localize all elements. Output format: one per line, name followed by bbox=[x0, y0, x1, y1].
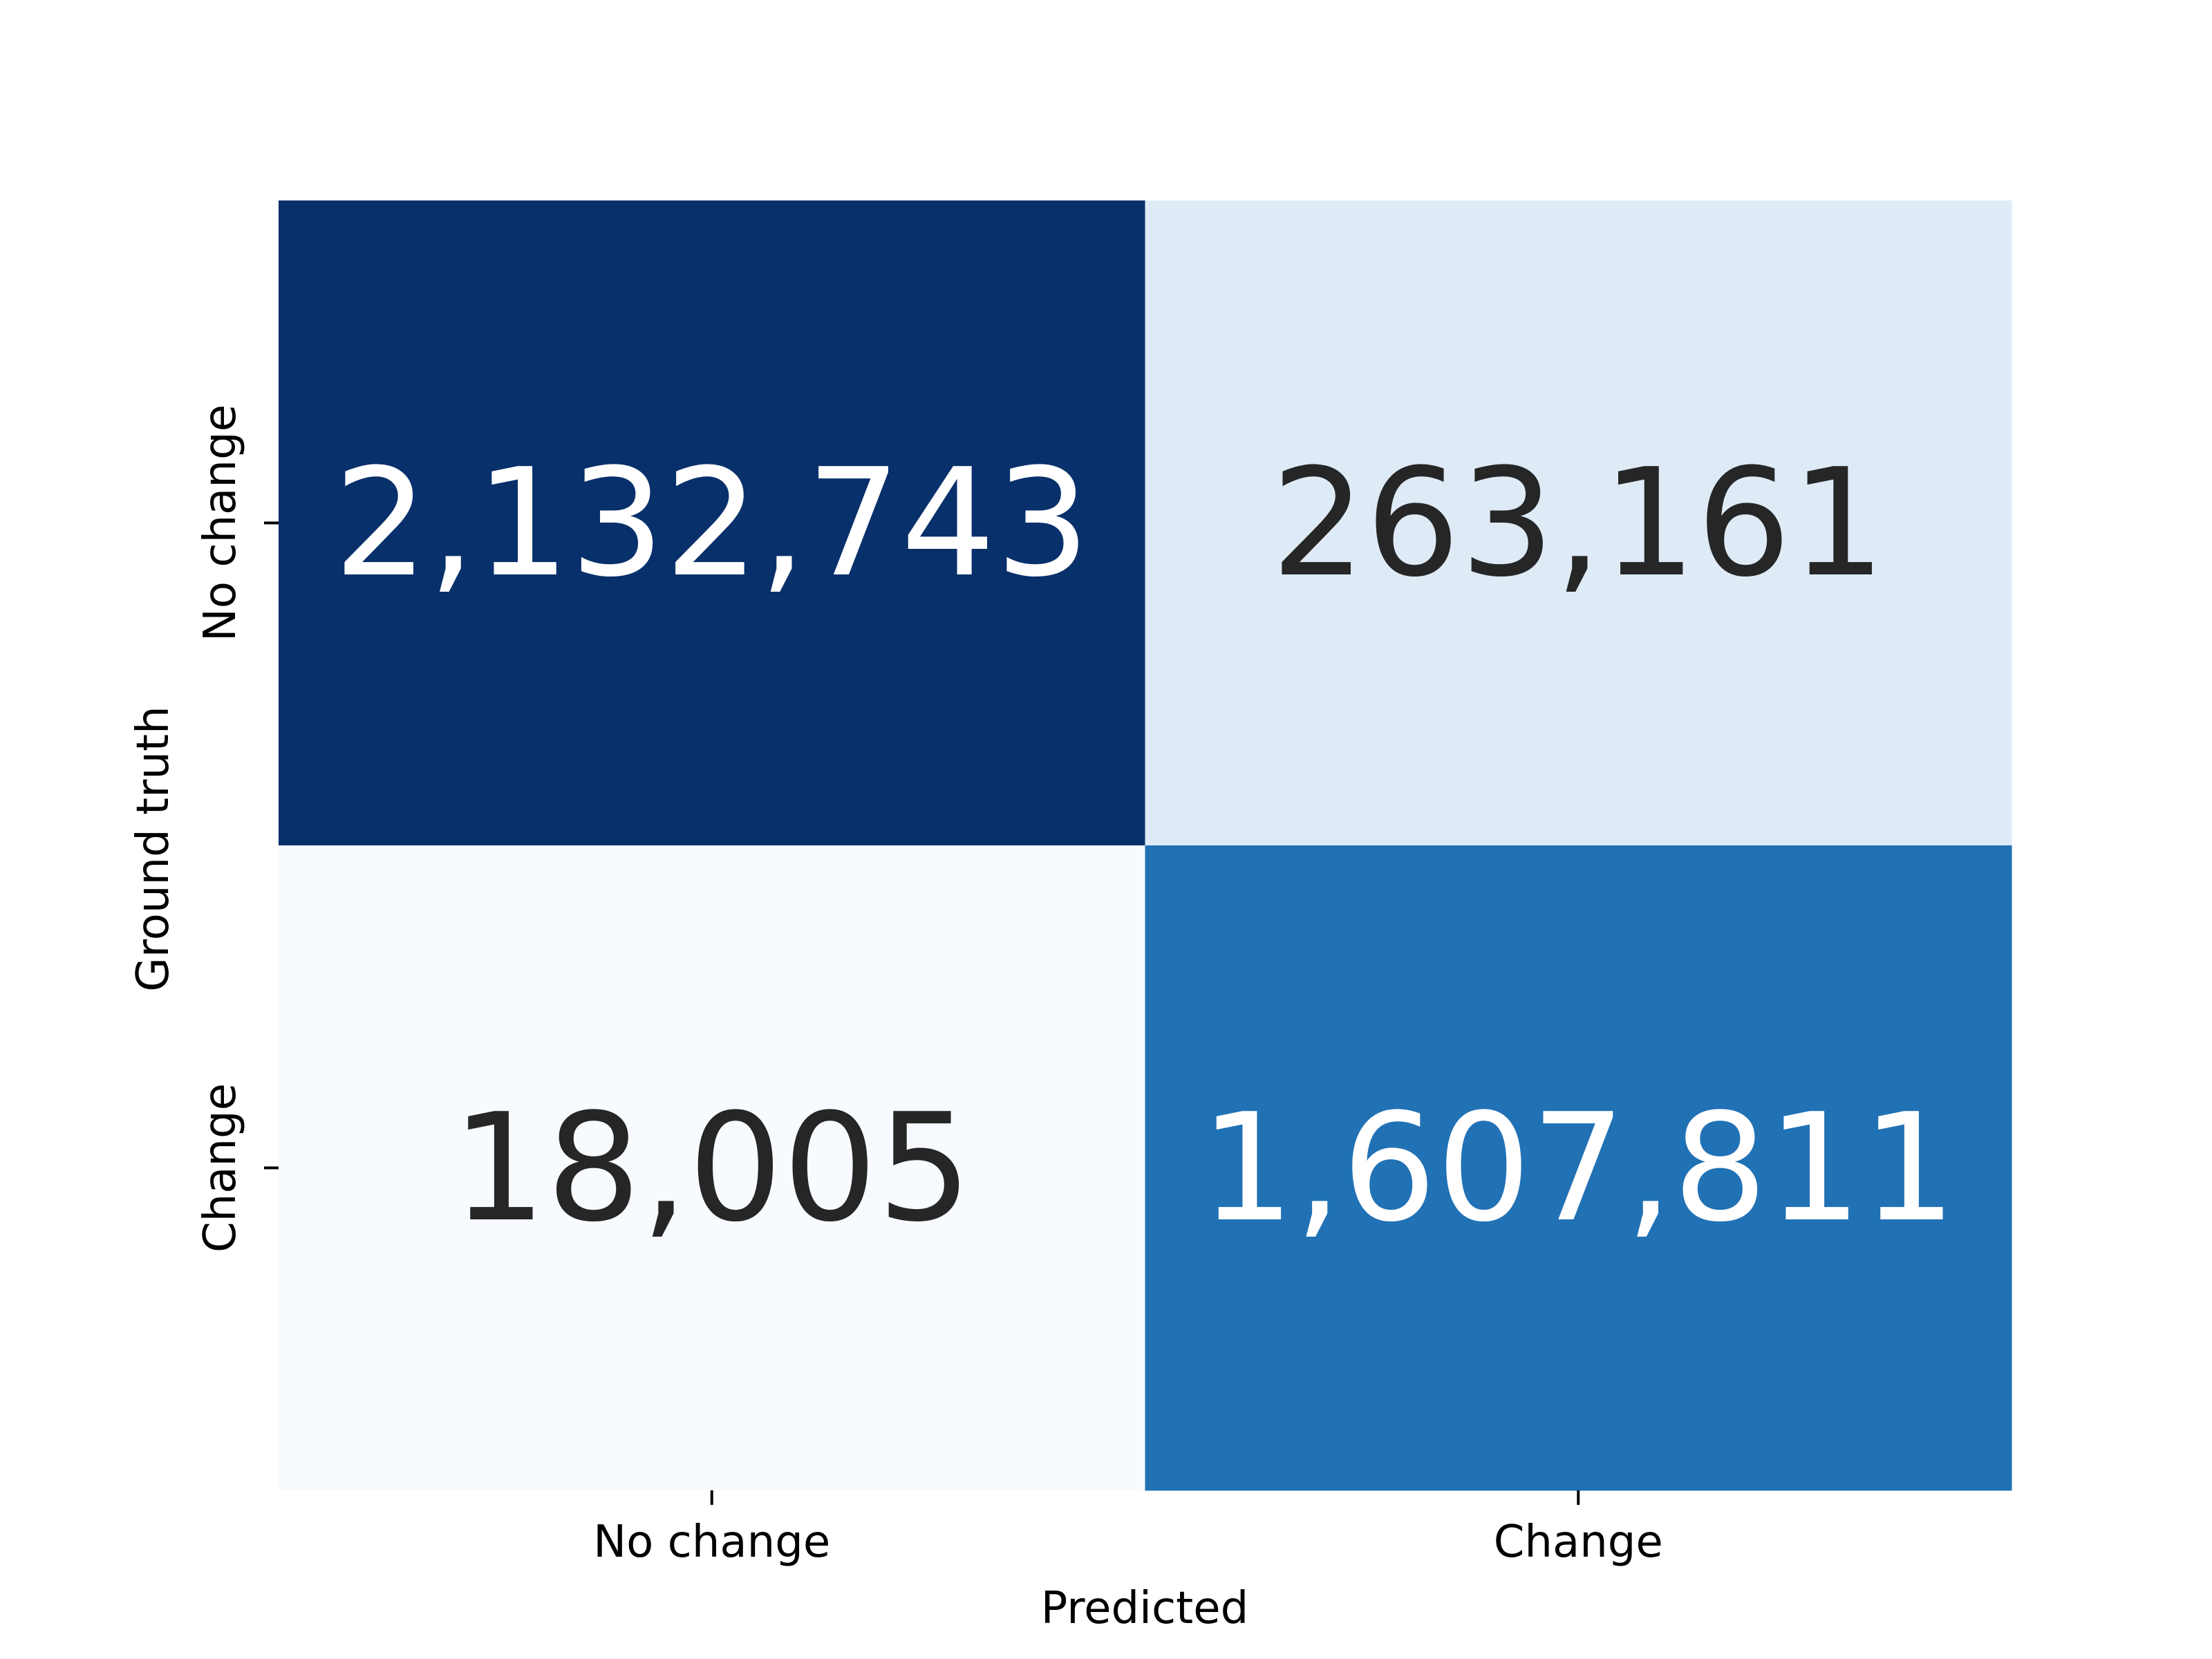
y-axis: No change Change bbox=[195, 404, 279, 1253]
heatmap-cell-no-change-change bbox=[1145, 200, 2012, 846]
y-tick-label: Change bbox=[195, 1083, 246, 1253]
cell-value-label: 2,132,743 bbox=[334, 436, 1090, 610]
heatmap-cell-change-no-change bbox=[279, 845, 1145, 1491]
heatmap-cell-labels: 2,132,743 263,161 18,005 1,607,811 bbox=[334, 436, 1957, 1255]
heatmap-cell-no-change-no-change bbox=[279, 200, 1145, 846]
cell-value-label: 18,005 bbox=[452, 1081, 972, 1255]
heatmap-cell-change-change bbox=[1145, 845, 2012, 1491]
y-axis-label: Ground truth bbox=[128, 706, 179, 991]
cell-value-label: 263,161 bbox=[1271, 436, 1886, 610]
heatmap-cells bbox=[279, 200, 2012, 1491]
cell-value-label: 1,607,811 bbox=[1200, 1081, 1956, 1255]
x-axis: No change Change bbox=[593, 1490, 1663, 1568]
y-tick-label: No change bbox=[195, 404, 246, 641]
x-tick-label: Change bbox=[1494, 1517, 1663, 1568]
x-tick-label: No change bbox=[593, 1517, 830, 1568]
x-axis-label: Predicted bbox=[1041, 1583, 1248, 1634]
